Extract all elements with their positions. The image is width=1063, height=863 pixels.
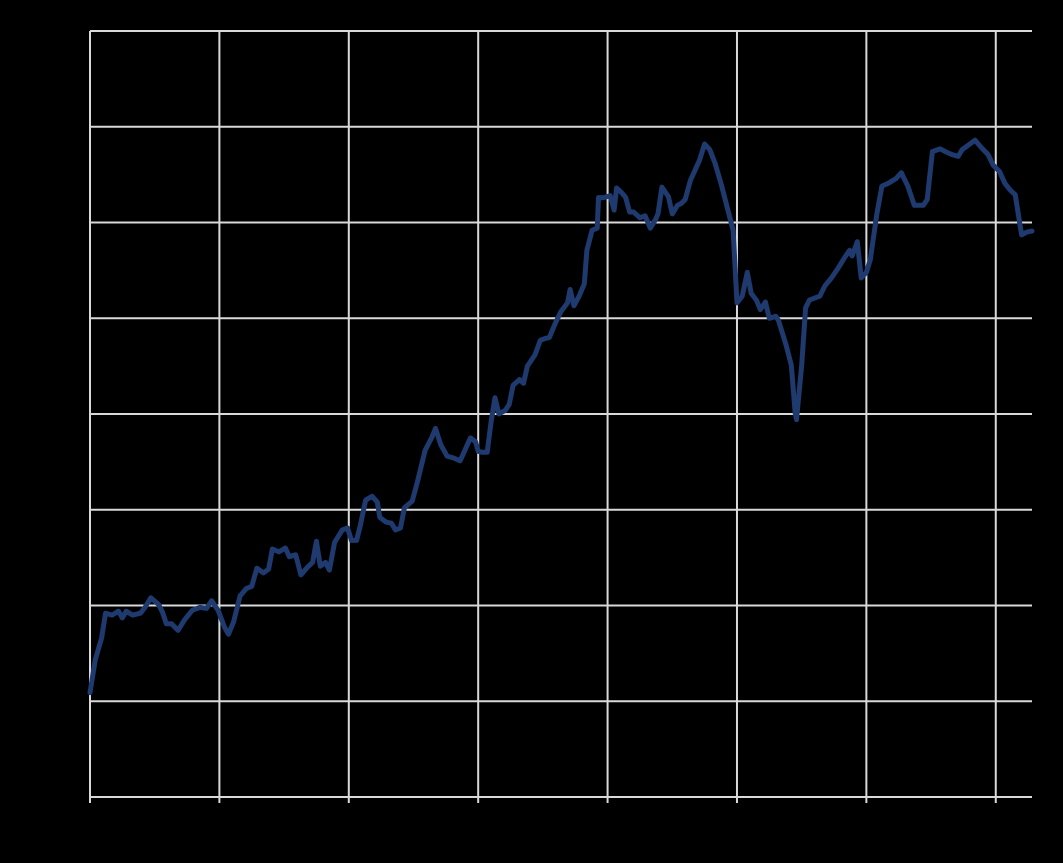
data-line (87, 137, 1035, 696)
